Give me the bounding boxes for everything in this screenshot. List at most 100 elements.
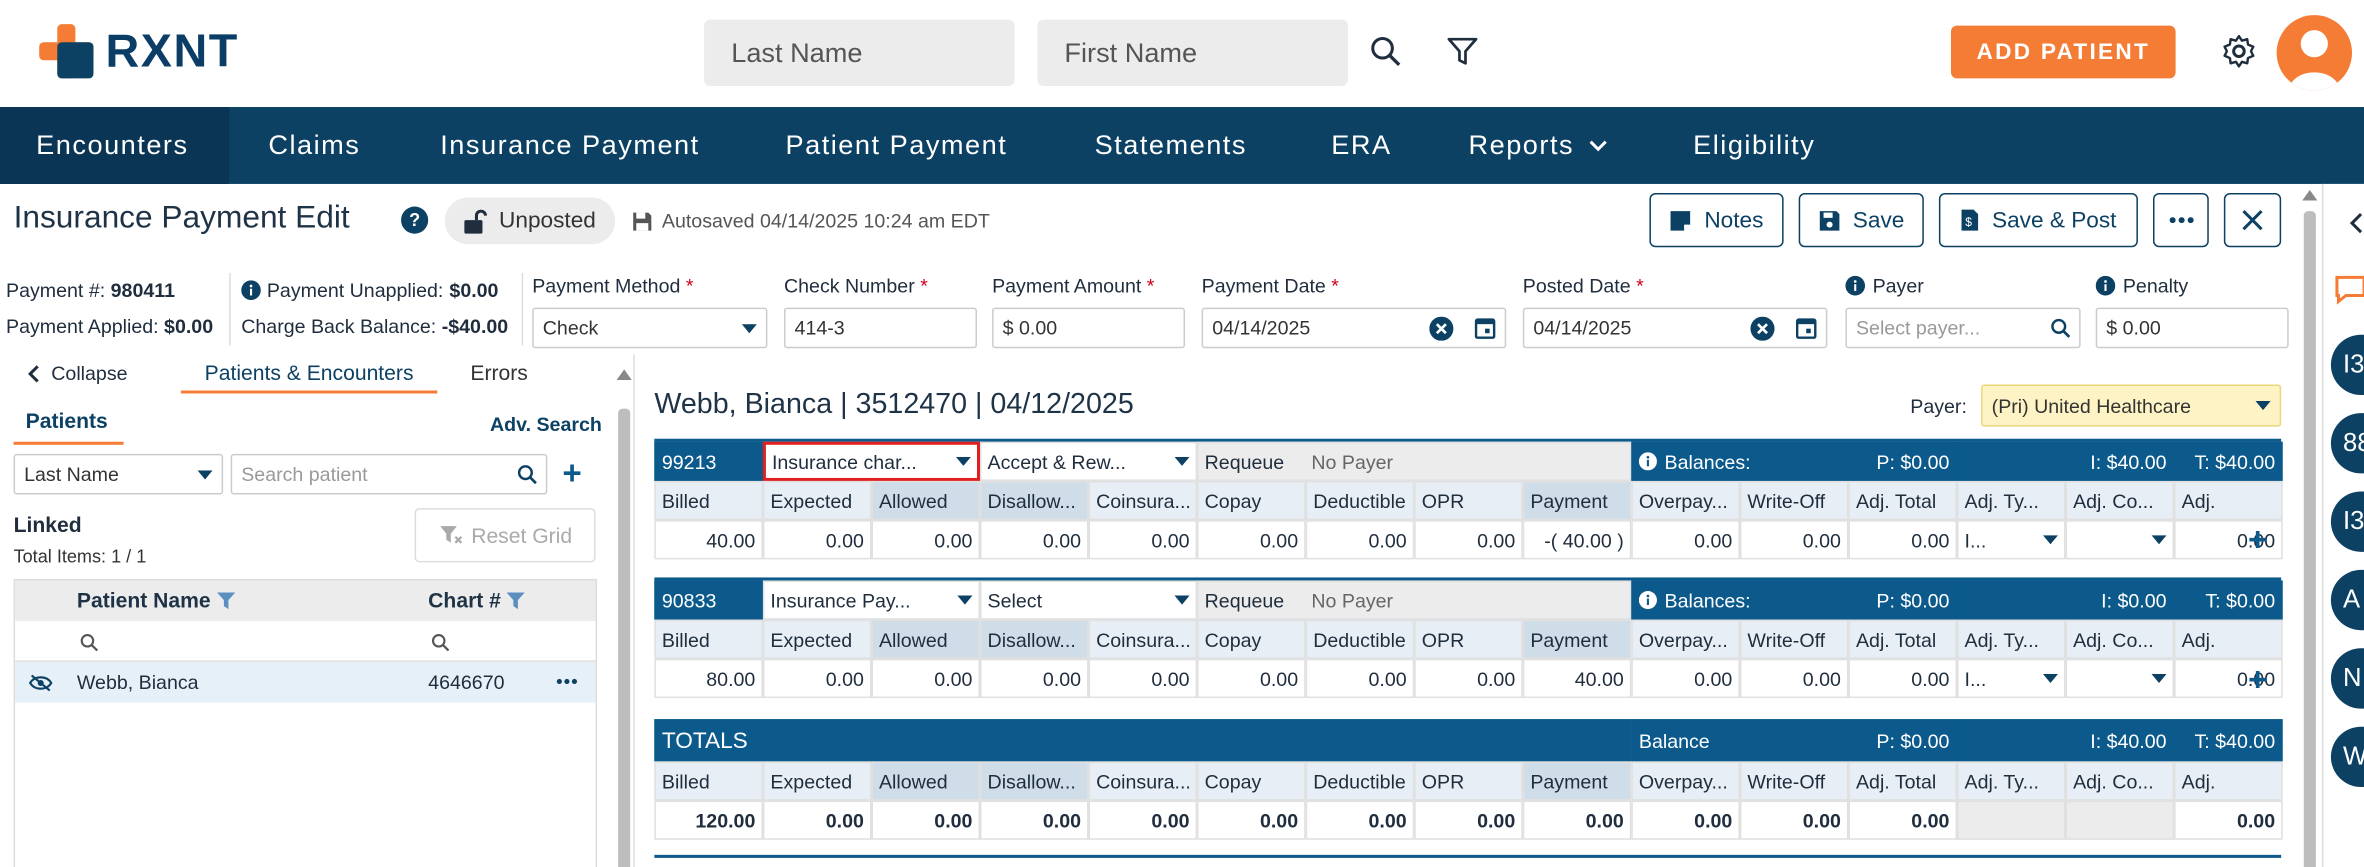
search-icon[interactable] xyxy=(80,633,99,652)
action-select[interactable]: Accept & Rew... xyxy=(980,441,1198,481)
user-avatar[interactable] xyxy=(2276,15,2353,91)
table-row[interactable]: Webb, Bianca 4646670 xyxy=(15,661,596,703)
value-cell[interactable]: 0.00 xyxy=(1305,520,1415,560)
nav-era[interactable]: ERA xyxy=(1331,129,1392,160)
value-cell[interactable]: 0.00 xyxy=(980,658,1089,699)
scroll-up-icon[interactable] xyxy=(616,369,632,380)
nav-eligibility[interactable]: Eligibility xyxy=(1693,129,1816,160)
clear-icon[interactable] xyxy=(1750,315,1775,340)
payer-search-input[interactable]: Select payer... xyxy=(1845,307,2081,349)
value-cell[interactable]: 0.00 xyxy=(2174,658,2283,699)
collapse-button[interactable]: Collapse xyxy=(27,362,128,384)
value-cell[interactable]: 0.00 xyxy=(1305,658,1415,699)
value-cell[interactable]: -( 40.00 ) xyxy=(1522,520,1632,560)
calendar-icon[interactable] xyxy=(1474,317,1496,340)
col-patient-name[interactable]: Patient Name xyxy=(77,588,235,612)
adj-type-select[interactable]: I... xyxy=(1956,658,2066,699)
chevron-left-icon[interactable] xyxy=(2349,213,2364,234)
posted-date-input[interactable]: 04/14/2025 xyxy=(1522,307,1828,349)
value-cell[interactable]: 0.00 xyxy=(762,520,872,560)
value-cell[interactable]: 40.00 xyxy=(654,520,763,560)
gear-icon[interactable] xyxy=(2219,32,2258,71)
value-cell[interactable]: 0.00 xyxy=(762,658,872,699)
nav-statements[interactable]: Statements xyxy=(1094,129,1247,160)
row-menu-icon[interactable] xyxy=(556,678,577,685)
filter-icon[interactable] xyxy=(1444,33,1480,69)
value-cell[interactable]: 0.00 xyxy=(1739,658,1849,699)
adj-code-select[interactable] xyxy=(2065,520,2175,560)
check-number-input[interactable]: 414-3 xyxy=(784,307,977,349)
value-cell[interactable]: 0.00 xyxy=(1631,658,1740,699)
nav-patient-payment[interactable]: Patient Payment xyxy=(785,129,1008,160)
nav-claims[interactable]: Claims xyxy=(268,129,361,160)
clear-icon[interactable] xyxy=(1429,315,1454,340)
more-options-button[interactable] xyxy=(2152,192,2209,248)
value-cell[interactable]: 0.00 xyxy=(871,658,981,699)
column-header: Expected xyxy=(762,619,872,659)
calendar-icon[interactable] xyxy=(1795,317,1817,340)
reset-grid-button[interactable]: Reset Grid xyxy=(414,508,596,563)
payment-method-select[interactable]: Check xyxy=(532,307,768,349)
col-chart-number[interactable]: Chart # xyxy=(428,588,526,612)
payment-date-input[interactable]: 04/14/2025 xyxy=(1201,307,1507,349)
first-name-search-input[interactable]: First Name xyxy=(1037,19,1348,86)
help-icon[interactable]: ? xyxy=(401,206,429,234)
app-logo[interactable]: RXNT xyxy=(36,21,239,81)
service-line-values: 80.00 0.00 0.00 0.00 0.00 0.00 0.00 0.00 40.00 0.… xyxy=(654,658,2283,699)
encounter-payer-select[interactable]: (Pri) United Healthcare xyxy=(1981,384,2282,427)
tab-errors[interactable]: Errors xyxy=(470,360,528,385)
nav-insurance-payment[interactable]: Insurance Payment xyxy=(440,129,700,160)
penalty-input[interactable]: $ 0.00 xyxy=(2095,307,2289,349)
column-filter-icon[interactable] xyxy=(506,591,526,609)
value-cell[interactable]: 0.00 xyxy=(1739,520,1849,560)
value-cell[interactable]: 0.00 xyxy=(1197,520,1306,560)
payment-amount-input[interactable]: $ 0.00 xyxy=(992,307,1186,349)
search-icon[interactable] xyxy=(1367,33,1403,69)
patient-search-input[interactable]: Search patient xyxy=(230,453,548,495)
claim-status-select[interactable]: Insurance char... xyxy=(762,441,981,481)
close-button[interactable] xyxy=(2223,192,2282,248)
value-cell[interactable]: 40.00 xyxy=(1522,658,1632,699)
totals-balance: Balance P: $0.00 xyxy=(1631,719,1957,762)
notes-button[interactable]: Notes xyxy=(1649,192,1784,248)
nav-reports[interactable]: Reports xyxy=(1428,107,1654,184)
tab-patients[interactable]: Patients xyxy=(13,409,124,445)
chat-icon[interactable] xyxy=(2334,274,2364,305)
encounter-title: Webb, Bianca | 3512470 | 04/12/2025 xyxy=(654,388,1134,421)
save-post-button[interactable]: $ Save & Post xyxy=(1938,192,2138,248)
requeue-cell[interactable]: Requeue No Payer xyxy=(1197,580,1632,620)
value-cell[interactable]: 0.00 xyxy=(2174,520,2283,560)
scroll-up-icon[interactable] xyxy=(2302,189,2318,201)
eye-slash-icon[interactable] xyxy=(28,674,53,692)
value-cell[interactable]: 80.00 xyxy=(654,658,763,699)
adv-search-link[interactable]: Adv. Search xyxy=(490,413,602,436)
search-icon[interactable] xyxy=(431,633,450,652)
save-button[interactable]: Save xyxy=(1798,192,1924,248)
adj-code-select[interactable] xyxy=(2065,658,2175,699)
value-cell[interactable]: 0.00 xyxy=(1414,520,1523,560)
adj-type-select[interactable]: I... xyxy=(1956,520,2066,560)
add-patient-button[interactable]: ADD PATIENT xyxy=(1950,25,2176,79)
claim-status-select[interactable]: Insurance Pay... xyxy=(762,580,981,620)
nav-encounters[interactable]: Encounters xyxy=(0,107,230,184)
column-filter-icon[interactable] xyxy=(216,591,235,609)
value-cell[interactable]: 0.00 xyxy=(1848,658,1957,699)
value-cell[interactable]: 0.00 xyxy=(980,520,1089,560)
action-select[interactable]: Select xyxy=(980,580,1198,620)
value-cell[interactable]: 0.00 xyxy=(1631,520,1740,560)
add-patient-plus-icon[interactable]: + xyxy=(562,453,582,492)
add-line-plus-icon[interactable]: + xyxy=(2247,660,2268,699)
value-cell[interactable]: 0.00 xyxy=(1414,658,1523,699)
last-name-search-input[interactable]: Last Name xyxy=(704,19,1015,86)
search-by-select[interactable]: Last Name xyxy=(13,453,224,495)
value-cell[interactable]: 0.00 xyxy=(1088,658,1198,699)
value-cell[interactable]: 0.00 xyxy=(1088,520,1198,560)
tab-patients-encounters[interactable]: Patients & Encounters xyxy=(180,354,438,394)
add-line-plus-icon[interactable]: + xyxy=(2247,520,2268,558)
value-cell[interactable]: 0.00 xyxy=(871,520,981,560)
value-cell[interactable]: 0.00 xyxy=(1848,520,1957,560)
main-scrollbar[interactable] xyxy=(2303,211,2316,867)
requeue-cell[interactable]: Requeue No Payer xyxy=(1197,441,1632,481)
left-panel-scrollbar[interactable] xyxy=(618,408,631,867)
value-cell[interactable]: 0.00 xyxy=(1197,658,1306,699)
